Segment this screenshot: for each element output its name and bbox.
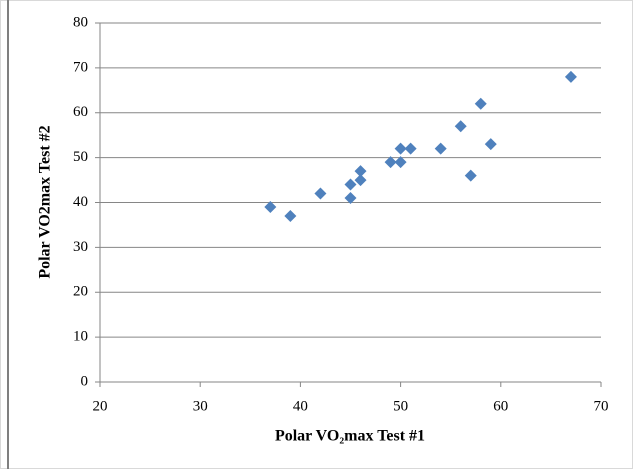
y-tick-label: 10 [73, 329, 88, 345]
x-tick-label: 20 [93, 398, 108, 414]
point [344, 178, 357, 191]
y-tick-label: 20 [73, 284, 88, 300]
point [284, 209, 297, 222]
y-tick-label: 40 [73, 194, 88, 210]
point [264, 200, 277, 213]
point [354, 174, 367, 187]
x-tick-label: 70 [594, 398, 609, 414]
point [404, 142, 417, 155]
point [344, 192, 357, 205]
y-tick-label: 80 [73, 14, 88, 30]
point [394, 156, 407, 169]
x-tick-label: 30 [193, 398, 208, 414]
point [434, 142, 447, 155]
point [384, 156, 397, 169]
point [474, 97, 487, 110]
x-tick-label: 50 [393, 398, 408, 414]
y-tick-label: 50 [73, 149, 88, 165]
point [394, 142, 407, 155]
x-axis-title: Polar VO₂max Test #1 [275, 428, 425, 445]
point [454, 120, 467, 133]
y-axis-title: Polar VO2max Test #2 [37, 125, 54, 278]
y-tick-label: 30 [73, 239, 88, 255]
point [354, 165, 367, 178]
point [314, 187, 327, 200]
x-tick-label: 60 [493, 398, 508, 414]
point [484, 138, 497, 151]
y-tick-label: 60 [73, 104, 88, 120]
point [564, 70, 577, 83]
y-tick-label: 70 [73, 59, 88, 75]
point [464, 169, 477, 182]
y-tick-label: 0 [81, 373, 89, 389]
x-tick-label: 40 [293, 398, 308, 414]
